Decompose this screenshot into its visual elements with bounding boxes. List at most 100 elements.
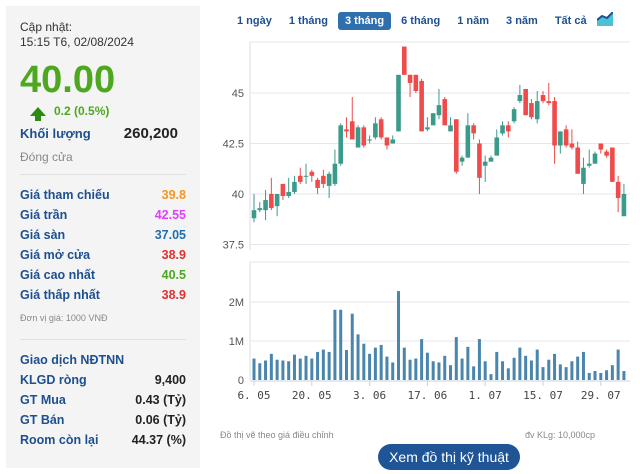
foreign-row-value: 0.43 (Tỷ) <box>135 393 186 407</box>
candle-body <box>390 139 396 144</box>
price-row: Giá mở cửa 38.9 <box>20 245 186 265</box>
price-row-label: Giá tham chiếu <box>20 188 110 202</box>
volume-bar <box>304 355 308 380</box>
volume-bar <box>292 354 296 380</box>
market-status: Đóng cửa <box>20 150 73 164</box>
volume-bar <box>287 361 291 380</box>
candle-body <box>361 127 367 146</box>
candle-body <box>292 181 297 192</box>
volume-bar <box>576 356 580 380</box>
candle-body <box>384 137 390 146</box>
updated-label: Cập nhật: <box>20 20 73 34</box>
tab-range[interactable]: 1 năm <box>457 15 490 27</box>
tab-range[interactable]: 1 ngày <box>237 15 272 27</box>
candle-body <box>251 210 257 219</box>
volume-bar <box>489 374 493 380</box>
volume-bar <box>339 309 343 380</box>
candle-body <box>517 95 523 102</box>
volume-bar <box>310 358 314 380</box>
candle-body <box>621 194 627 217</box>
price-row-value: 39.8 <box>161 188 186 202</box>
price-row-label: Giá trần <box>20 208 68 222</box>
candle-body <box>592 153 598 164</box>
candle-body <box>529 103 534 118</box>
price-row-value: 40.5 <box>161 268 186 282</box>
foreign-row-value: 44.37 (%) <box>131 433 186 447</box>
volume-bar <box>605 370 609 380</box>
volume-bar <box>553 353 557 380</box>
x-tick-label: 6. 05 <box>237 389 270 402</box>
candle-body <box>563 129 569 146</box>
volume-bar <box>449 365 453 380</box>
tab-range[interactable]: 1 tháng <box>288 15 328 27</box>
volume-bar <box>454 337 458 380</box>
candle-body <box>610 147 615 182</box>
volume-bar <box>547 359 551 380</box>
volume-bar <box>391 362 395 380</box>
volume-bar <box>350 313 354 380</box>
volume-bar <box>512 357 516 380</box>
tab-range[interactable]: 3 năm <box>506 15 538 27</box>
candle-body <box>494 137 500 156</box>
area-chart-icon[interactable] <box>596 12 613 26</box>
volume-bar <box>327 351 331 380</box>
volume-bar <box>402 347 406 380</box>
volume-bar <box>460 358 464 380</box>
volume-bar <box>483 361 487 380</box>
candle-body <box>540 95 546 102</box>
volume-bar <box>258 363 262 380</box>
volume-bar <box>570 361 574 380</box>
view-technical-chart-button[interactable]: Xem đồ thị kỹ thuật <box>378 444 520 470</box>
volume-bar <box>420 339 424 380</box>
volume-bar <box>373 347 377 380</box>
volume-bar <box>362 343 366 380</box>
price-row: Giá cao nhất 40.5 <box>20 265 186 285</box>
candle-body <box>367 139 372 141</box>
adjusted-note: Đồ thị vẽ theo giá điều chỉnh <box>220 430 334 440</box>
foreign-row-value: 0.06 (Tỷ) <box>135 413 186 427</box>
price-row: Giá trần 42.55 <box>20 205 186 225</box>
price-row-label: Giá sàn <box>20 228 66 242</box>
volume-bar <box>333 309 337 380</box>
price-row-label: Giá cao nhất <box>20 268 96 282</box>
candle-body <box>286 191 291 197</box>
candle-body <box>459 157 465 162</box>
x-tick-label: 17. 06 <box>408 389 448 402</box>
candle-body <box>575 147 580 174</box>
volume-tick-label: 1M <box>229 336 244 348</box>
candle-body <box>315 179 320 188</box>
candle-body <box>378 119 384 138</box>
foreign-row: GT Bán 0.06 (Tỷ) <box>20 410 186 430</box>
divider <box>20 339 186 340</box>
candle-body <box>500 125 505 134</box>
volume-bar <box>587 372 591 380</box>
volume-bar <box>437 362 441 380</box>
volume-bar <box>344 349 348 380</box>
volume-bar <box>269 353 273 380</box>
foreign-row: GT Mua 0.43 (Tỷ) <box>20 390 186 410</box>
x-tick-label: 20. 05 <box>292 389 332 402</box>
volume-bar <box>622 371 626 380</box>
candle-body <box>598 143 604 150</box>
price-tick-label: 37.5 <box>223 240 244 252</box>
tab-range[interactable]: 3 tháng <box>337 12 392 30</box>
candle-body <box>401 46 407 75</box>
price-change: 0.2 (0.5%) <box>54 104 110 118</box>
x-tick-label: 29. 07 <box>581 389 621 402</box>
candle-body <box>511 109 517 122</box>
candle-body <box>482 161 488 166</box>
quote-panel: Cập nhật: 15:15 T6, 02/08/2024 40.00 0.2… <box>6 6 200 468</box>
volume-bar <box>524 355 528 380</box>
volume-bar <box>356 334 360 380</box>
volume-bar <box>616 349 620 380</box>
candle-body <box>396 74 401 132</box>
candle-body <box>477 143 482 178</box>
volume-bar <box>264 360 268 380</box>
tab-range[interactable]: 6 tháng <box>401 15 441 27</box>
price-tick-label: 42.5 <box>223 139 244 151</box>
candle-body <box>448 125 453 132</box>
volume-bar <box>541 367 545 380</box>
tab-range[interactable]: Tất cả <box>554 15 587 27</box>
foreign-row-label: GT Mua <box>20 393 66 407</box>
candle-body <box>506 125 511 132</box>
